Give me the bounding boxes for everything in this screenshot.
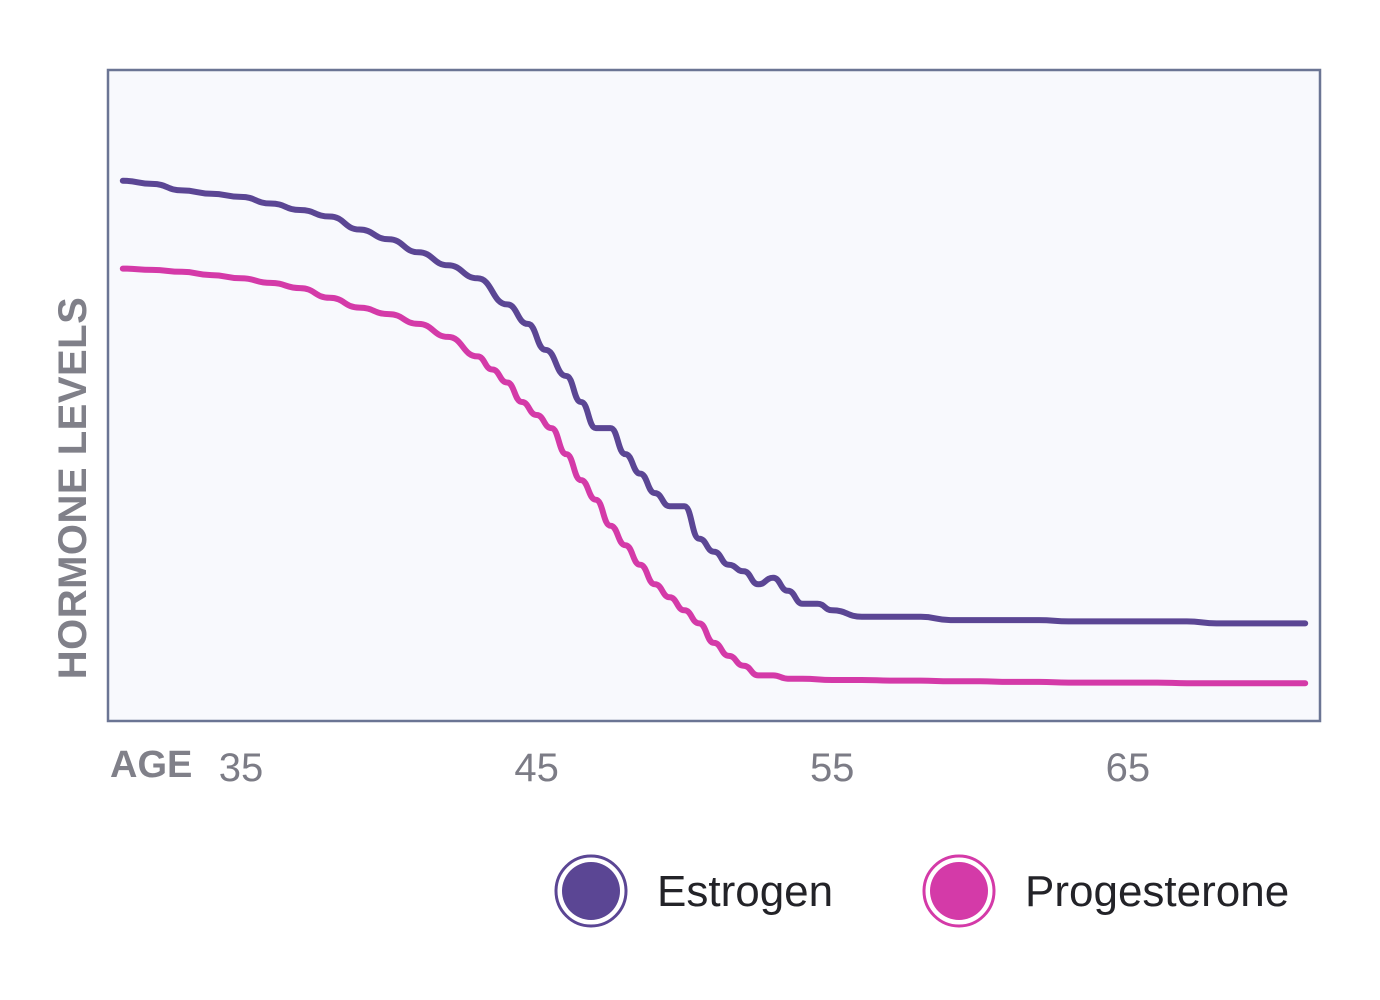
x-tick-label: 55: [810, 746, 855, 790]
x-axis-label: AGE: [110, 744, 192, 786]
legend-label-estrogen: Estrogen: [657, 867, 833, 916]
y-axis-label: HORMONE LEVELS: [51, 297, 95, 680]
legend: Estrogen Progesterone: [554, 854, 1289, 928]
x-tick-label: 35: [219, 746, 264, 790]
plot-area: [108, 70, 1320, 721]
legend-item-progesterone: Progesterone: [922, 854, 1289, 928]
legend-item-estrogen: Estrogen: [554, 854, 833, 928]
x-tick-label: 65: [1106, 746, 1151, 790]
x-tick-label: 45: [514, 746, 559, 790]
legend-swatch-progesterone-core: [930, 862, 988, 920]
series-line-progesterone: [119, 265, 1309, 687]
legend-label-progesterone: Progesterone: [1025, 867, 1289, 916]
series-layer: [119, 177, 1309, 687]
x-axis-ticks: 35 45 55 65: [219, 746, 1150, 790]
series-line-estrogen: [119, 177, 1309, 627]
legend-swatch-estrogen-core: [562, 862, 620, 920]
plot-frame: [106, 68, 1322, 723]
